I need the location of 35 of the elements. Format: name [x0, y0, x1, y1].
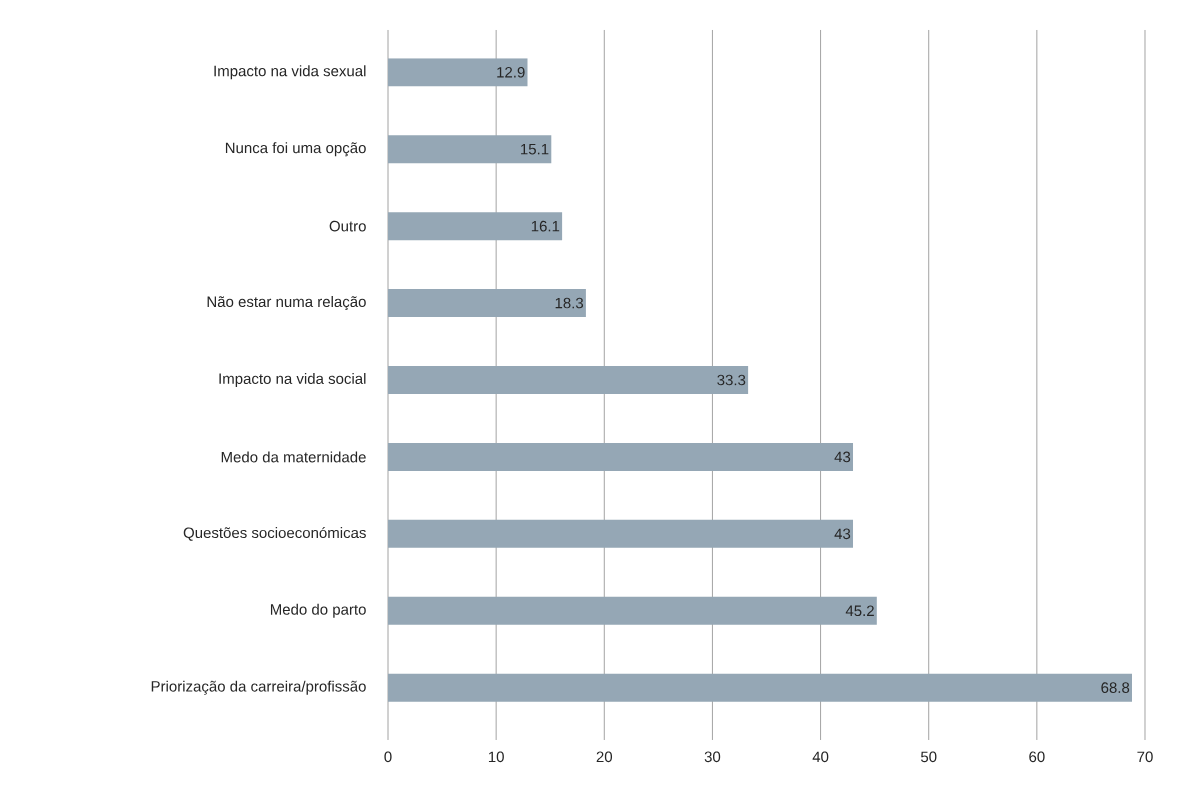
x-tick-label: 0	[384, 751, 392, 763]
data-label: 16.1	[531, 220, 560, 232]
x-tick-label: 30	[704, 751, 721, 763]
data-label: 12.9	[497, 66, 525, 78]
x-tick-label: 10	[488, 751, 504, 763]
x-tick-label: 40	[812, 751, 829, 763]
bar	[388, 365, 749, 394]
bar	[388, 58, 528, 87]
y-tick-label: Medo do parto	[270, 603, 366, 618]
y-tick-label: Priorização da carreira/profissão	[151, 680, 366, 695]
x-tick-label: 50	[920, 751, 937, 763]
data-label: 33.3	[717, 374, 746, 386]
data-label: 43	[834, 528, 851, 540]
bar	[388, 289, 586, 318]
data-label: 15.1	[521, 143, 549, 155]
data-label: 68.8	[1101, 682, 1130, 693]
y-tick-label: Outro	[329, 220, 366, 232]
bar	[388, 596, 877, 625]
bar	[388, 673, 1133, 702]
x-tick-label: 20	[596, 751, 613, 763]
bar	[388, 212, 563, 241]
y-tick-label: Impacto na vida social	[219, 373, 366, 387]
bar	[388, 442, 854, 471]
y-tick-label: Questões socioeconómicas	[183, 526, 366, 541]
y-tick-label: Não estar numa relação	[207, 296, 366, 311]
bar	[388, 519, 854, 548]
data-label: 43	[834, 451, 851, 463]
x-tick-label: 60	[1029, 751, 1045, 763]
data-label: 18.3	[555, 297, 584, 309]
x-tick-label: 70	[1137, 751, 1153, 763]
y-tick-label: Nunca foi uma opção	[225, 142, 366, 157]
y-tick-label: Medo da maternidade	[221, 451, 366, 463]
y-tick-label: Impacto na vida sexual	[214, 65, 366, 80]
bar	[388, 135, 552, 164]
data-label: 45.2	[845, 605, 874, 617]
